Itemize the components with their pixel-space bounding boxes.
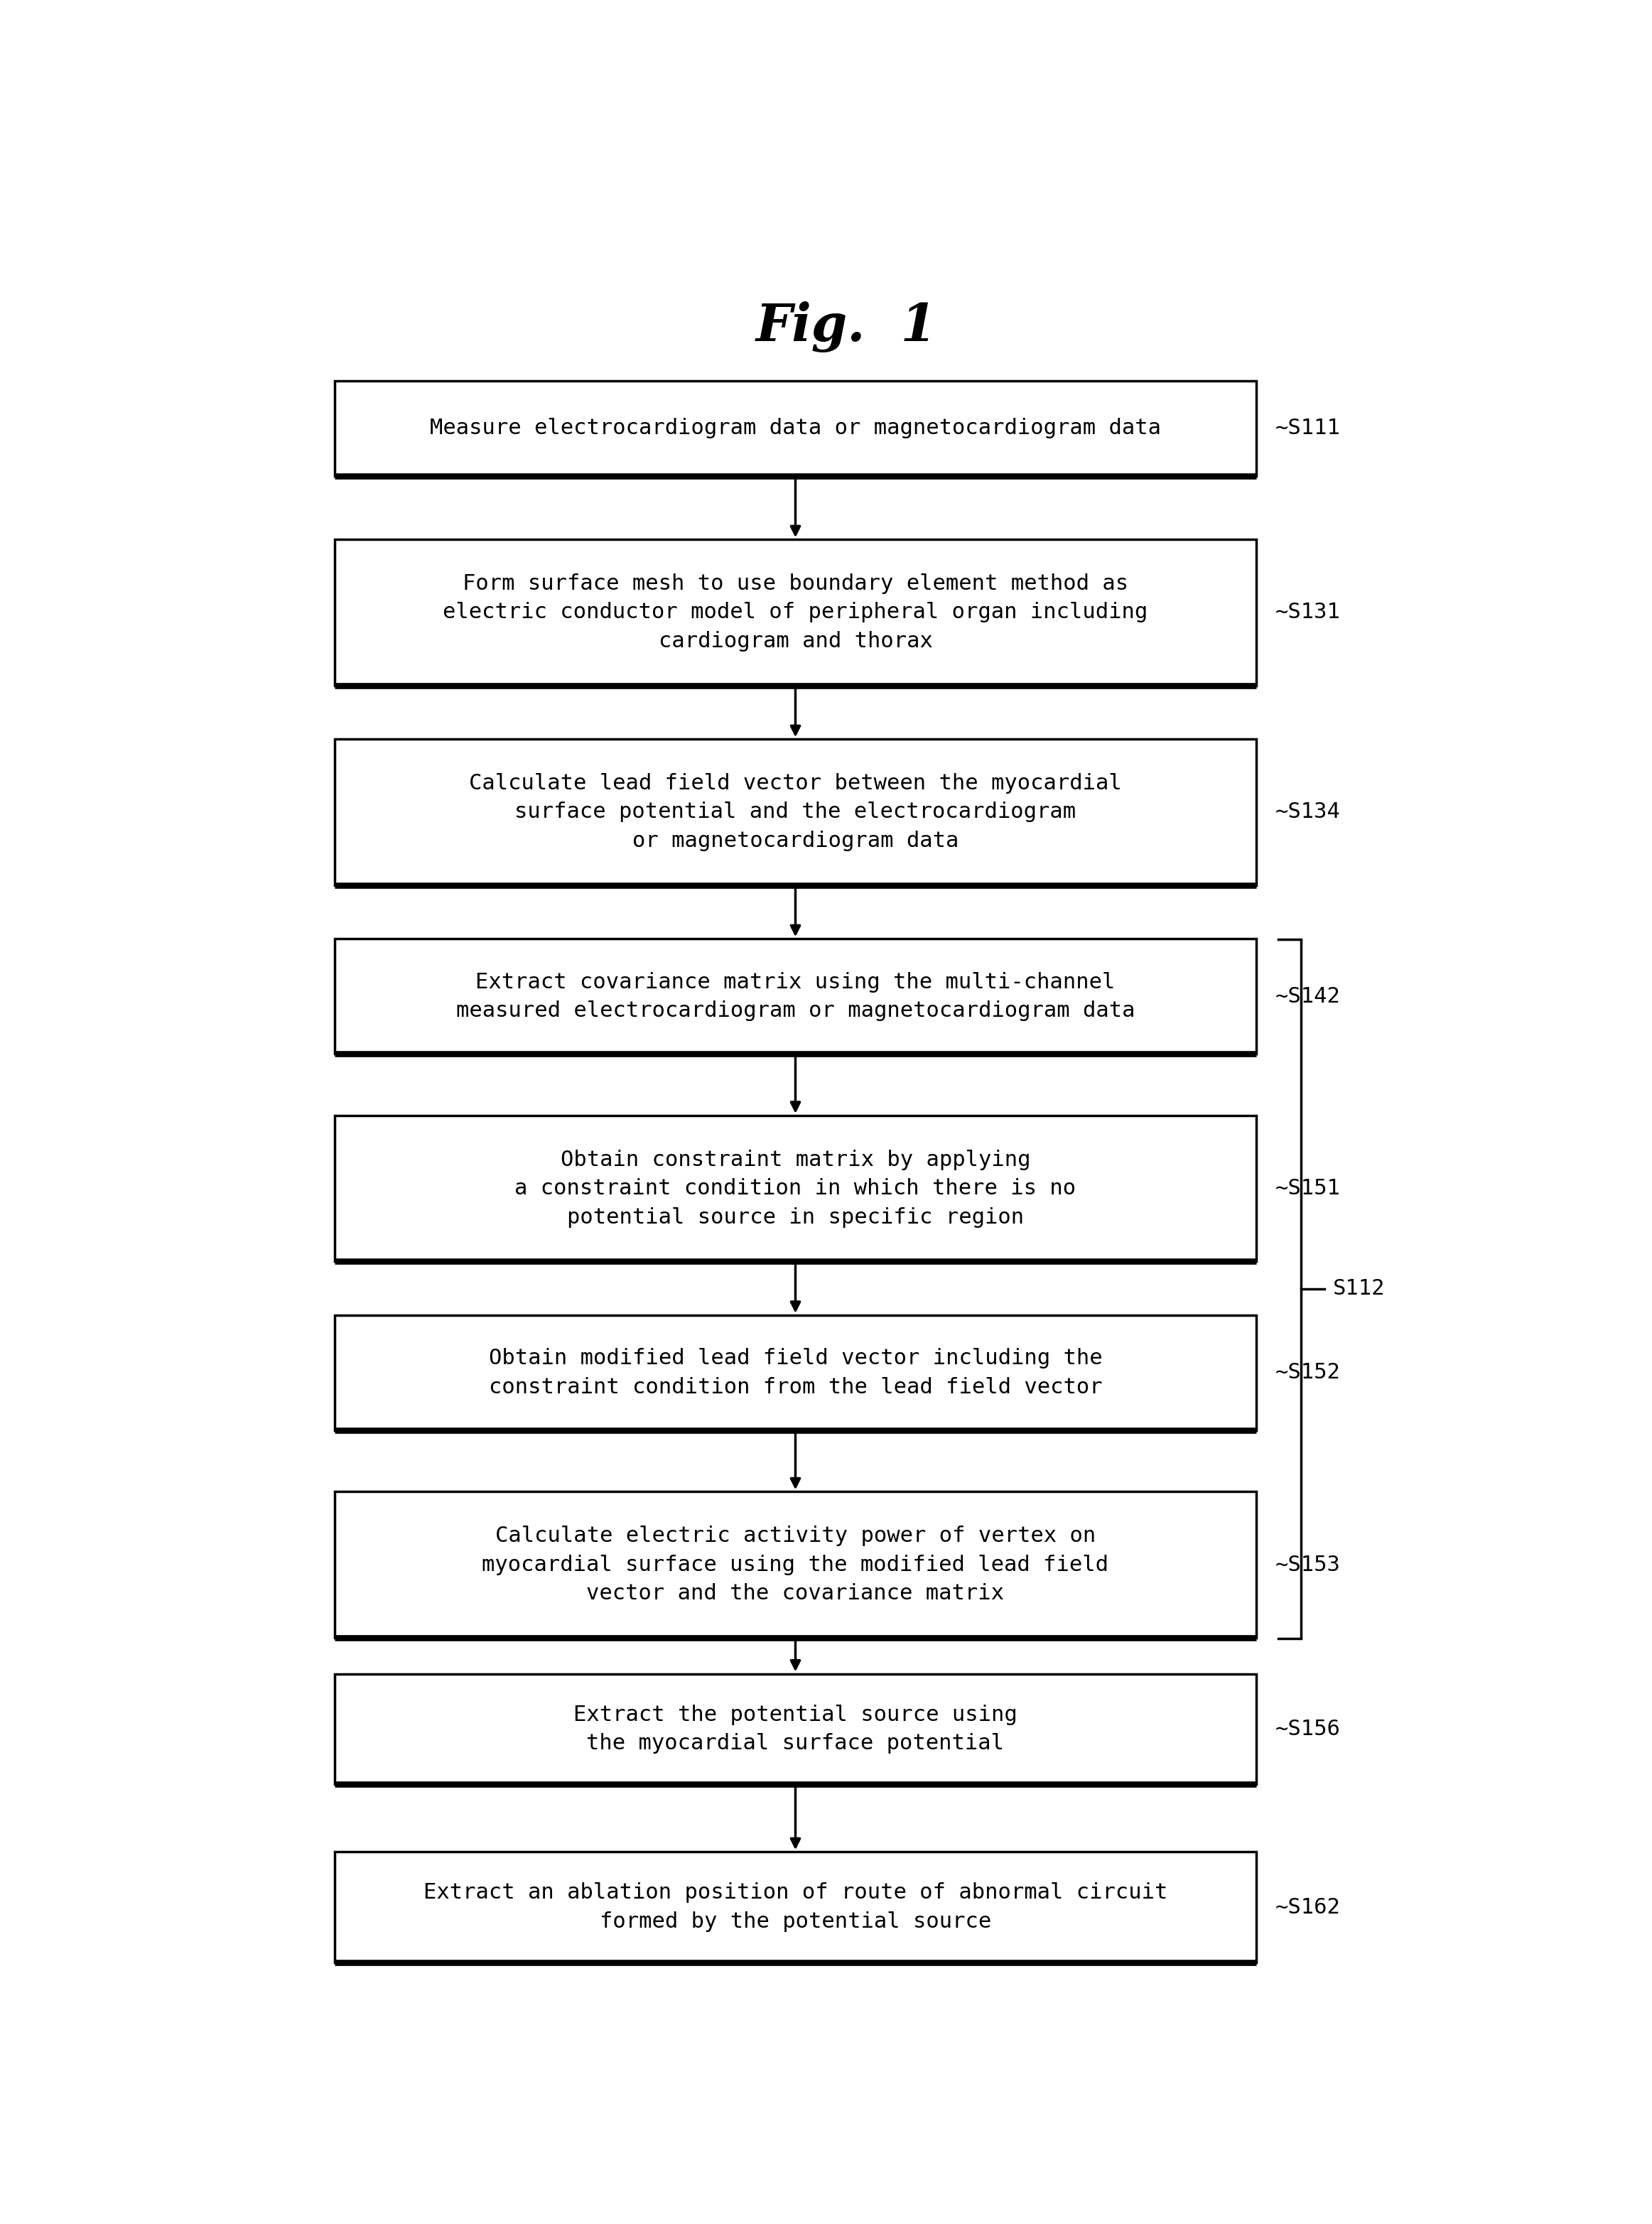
Bar — [334, 1675, 1256, 1784]
Bar — [334, 1314, 1256, 1430]
Text: ~S152: ~S152 — [1275, 1363, 1341, 1383]
Bar — [334, 939, 1256, 1054]
Text: Extract an ablation position of route of abnormal circuit
formed by the potentia: Extract an ablation position of route of… — [423, 1882, 1168, 1933]
Text: ~S134: ~S134 — [1275, 803, 1341, 823]
Text: ~S151: ~S151 — [1275, 1179, 1341, 1199]
Text: S112: S112 — [1333, 1279, 1386, 1299]
Text: ~S156: ~S156 — [1275, 1719, 1341, 1739]
Text: ~S142: ~S142 — [1275, 985, 1341, 1007]
Bar — [334, 1853, 1256, 1962]
Text: Fig.  1: Fig. 1 — [757, 300, 937, 351]
Text: Extract the potential source using
the myocardial surface potential: Extract the potential source using the m… — [573, 1704, 1018, 1755]
Text: Obtain modified lead field vector including the
constraint condition from the le: Obtain modified lead field vector includ… — [489, 1348, 1102, 1397]
Bar — [334, 738, 1256, 885]
Text: Calculate lead field vector between the myocardial
surface potential and the ele: Calculate lead field vector between the … — [469, 774, 1122, 852]
Text: ~S153: ~S153 — [1275, 1555, 1341, 1575]
Text: Form surface mesh to use boundary element method as
electric conductor model of : Form surface mesh to use boundary elemen… — [443, 574, 1148, 652]
Text: Extract covariance matrix using the multi-channel
measured electrocardiogram or : Extract covariance matrix using the mult… — [456, 972, 1135, 1021]
Text: ~S111: ~S111 — [1275, 418, 1341, 438]
Bar — [334, 1116, 1256, 1261]
Text: Obtain constraint matrix by applying
a constraint condition in which there is no: Obtain constraint matrix by applying a c… — [515, 1150, 1075, 1228]
Bar — [334, 380, 1256, 476]
Bar — [334, 540, 1256, 685]
Text: Calculate electric activity power of vertex on
myocardial surface using the modi: Calculate electric activity power of ver… — [482, 1526, 1108, 1604]
Text: ~S162: ~S162 — [1275, 1897, 1341, 1917]
Bar — [334, 1492, 1256, 1637]
Text: Measure electrocardiogram data or magnetocardiogram data: Measure electrocardiogram data or magnet… — [430, 418, 1161, 438]
Text: ~S131: ~S131 — [1275, 603, 1341, 623]
